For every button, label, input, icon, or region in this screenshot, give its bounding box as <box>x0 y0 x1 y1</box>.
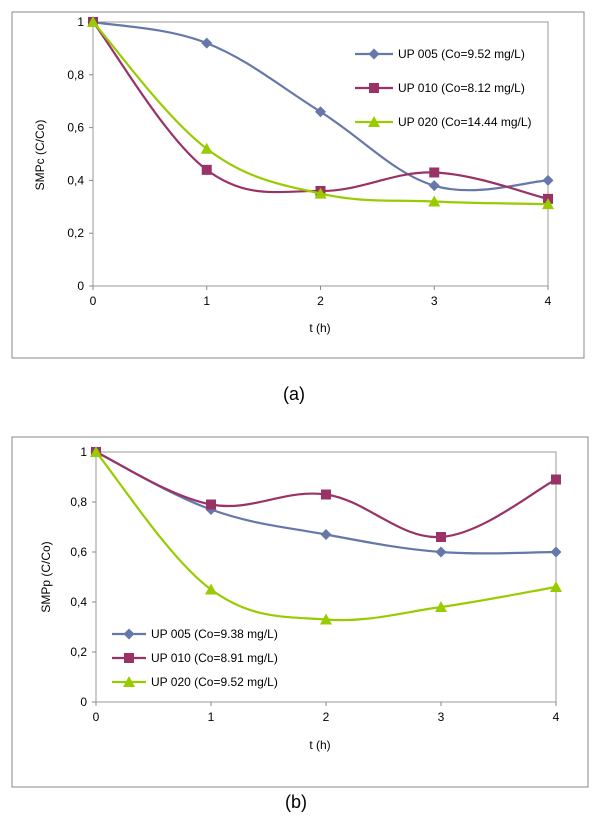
chart-frame <box>11 436 589 788</box>
chart-frame <box>11 11 585 359</box>
y-axis-title: SMPp (C/Co) <box>39 541 53 612</box>
x-tick-label: 2 <box>317 294 324 308</box>
y-tick-label: 0 <box>80 695 87 709</box>
series-3 <box>90 446 562 625</box>
data-point-marker <box>542 198 554 210</box>
legend-marker <box>368 116 380 127</box>
legend-marker <box>123 628 135 640</box>
series-line <box>92 21 549 206</box>
data-point-marker <box>321 489 331 500</box>
chart-a: 0 0,2 0,4 0,6 0,8 1 0 1 2 3 4 t (h) SMPc (C/Co) UP 00… <box>11 11 585 359</box>
data-point-marker <box>201 37 213 49</box>
data-point-marker <box>550 581 562 592</box>
data-point-marker <box>200 142 213 154</box>
x-tick-label: 4 <box>545 294 552 308</box>
data-point-marker <box>206 499 216 510</box>
x-tick-label: 1 <box>208 710 215 724</box>
y-tick-label: 1 <box>77 15 84 29</box>
data-point-marker <box>320 529 332 540</box>
data-point-marker <box>550 546 562 558</box>
data-point-marker <box>436 532 446 542</box>
data-point-marker <box>314 187 327 199</box>
legend-label: UP 020 (Co=14.44 mg/L) <box>398 115 532 129</box>
data-point-marker <box>428 180 440 192</box>
figure-caption: (a) <box>283 384 305 404</box>
data-point-marker <box>315 106 326 118</box>
legend: UP 005 (Co=9.52 mg/L) UP 010 (Co=8.12 mg/… <box>355 47 532 129</box>
y-tick-label: 0,4 <box>67 173 84 187</box>
x-tick-label: 3 <box>438 710 445 724</box>
data-point-marker <box>551 474 561 485</box>
data-point-marker <box>90 446 102 457</box>
x-tick-label: 4 <box>553 710 560 724</box>
legend-marker <box>123 676 135 687</box>
legend: UP 005 (Co=9.38 mg/L) UP 010 (Co=8.91 mg/… <box>112 627 278 689</box>
y-tick-label: 1 <box>80 445 87 459</box>
y-tick-label: 0,6 <box>67 121 84 135</box>
x-tick-label: 3 <box>431 294 438 308</box>
legend-marker <box>369 83 379 93</box>
legend-label: UP 005 (Co=9.52 mg/L) <box>398 47 525 61</box>
data-point-marker <box>201 164 212 175</box>
data-point-marker <box>205 583 217 595</box>
y-axis-title: SMPc (C/Co) <box>33 120 47 191</box>
data-point-marker <box>428 195 441 207</box>
data-point-marker <box>435 546 447 558</box>
y-tick-label: 0,2 <box>70 645 87 659</box>
data-point-marker <box>435 601 447 612</box>
y-tick-label: 0,8 <box>67 68 84 82</box>
data-point-marker <box>429 167 440 178</box>
y-tick-label: 0,4 <box>70 595 87 609</box>
x-axis-title: t (h) <box>309 321 330 335</box>
legend-label: UP 010 (Co=8.12 mg/L) <box>398 81 525 95</box>
y-tick-label: 0 <box>77 279 84 293</box>
legend-label: UP 005 (Co=9.38 mg/L) <box>151 627 278 641</box>
legend-marker <box>124 653 134 663</box>
data-point-marker <box>542 174 554 186</box>
x-tick-label: 0 <box>90 294 97 308</box>
x-tick-label: 2 <box>323 710 330 724</box>
legend-marker <box>368 48 380 60</box>
y-tick-label: 0,6 <box>70 545 87 559</box>
data-point-marker <box>320 613 332 625</box>
series-3 <box>87 16 554 210</box>
series-line <box>95 451 557 622</box>
figure-caption: (b) <box>285 792 307 812</box>
chart-b: 0 0,2 0,4 0,6 0,8 1 0 1 2 3 4 t (h) SMPp (C/Co) UP 00… <box>11 436 589 788</box>
y-tick-label: 0,2 <box>67 226 84 240</box>
data-point-marker <box>87 16 99 27</box>
x-axis-title: t (h) <box>309 738 330 752</box>
y-tick-label: 0,8 <box>70 495 87 509</box>
legend-label: UP 020 (Co=9.52 mg/L) <box>151 675 278 689</box>
x-tick-label: 1 <box>203 294 210 308</box>
x-tick-label: 0 <box>93 710 100 724</box>
legend-label: UP 010 (Co=8.91 mg/L) <box>151 651 278 665</box>
